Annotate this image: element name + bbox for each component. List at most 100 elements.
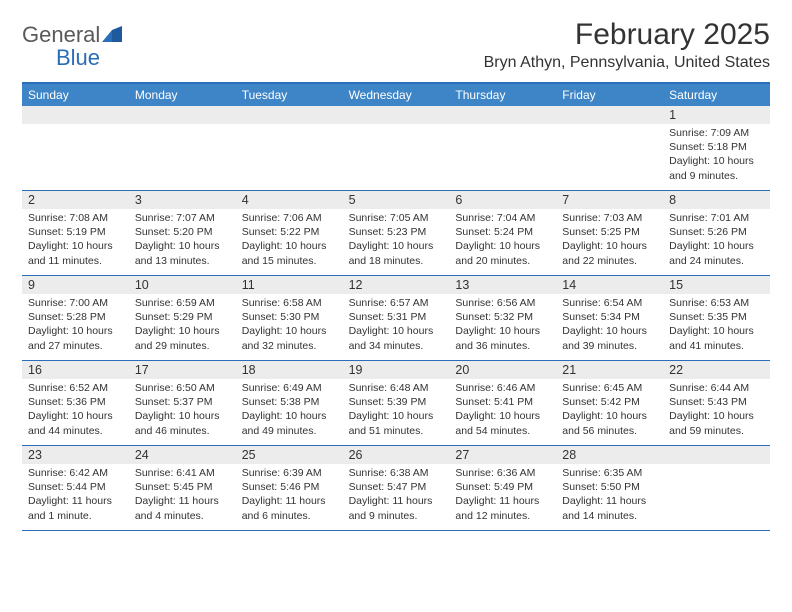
day-body: Sunrise: 7:09 AMSunset: 5:18 PMDaylight:…	[663, 124, 770, 187]
day-number: 20	[449, 361, 556, 379]
day-body: Sunrise: 6:35 AMSunset: 5:50 PMDaylight:…	[556, 464, 663, 527]
day-cell	[236, 106, 343, 190]
day-body: Sunrise: 6:39 AMSunset: 5:46 PMDaylight:…	[236, 464, 343, 527]
day-body: Sunrise: 6:50 AMSunset: 5:37 PMDaylight:…	[129, 379, 236, 442]
day-number	[343, 106, 450, 124]
day-body: Sunrise: 7:06 AMSunset: 5:22 PMDaylight:…	[236, 209, 343, 272]
day-body: Sunrise: 6:49 AMSunset: 5:38 PMDaylight:…	[236, 379, 343, 442]
day-cell: 24Sunrise: 6:41 AMSunset: 5:45 PMDayligh…	[129, 446, 236, 530]
day-number: 17	[129, 361, 236, 379]
header: General Blue February 2025 Bryn Athyn, P…	[22, 18, 770, 72]
day-cell: 21Sunrise: 6:45 AMSunset: 5:42 PMDayligh…	[556, 361, 663, 445]
day-header: Thursday	[449, 84, 556, 106]
day-number: 26	[343, 446, 450, 464]
brand-logo: General Blue	[22, 18, 124, 70]
day-header-row: SundayMondayTuesdayWednesdayThursdayFrid…	[22, 84, 770, 106]
day-number: 7	[556, 191, 663, 209]
day-body: Sunrise: 6:48 AMSunset: 5:39 PMDaylight:…	[343, 379, 450, 442]
day-header: Tuesday	[236, 84, 343, 106]
day-cell: 16Sunrise: 6:52 AMSunset: 5:36 PMDayligh…	[22, 361, 129, 445]
day-number: 22	[663, 361, 770, 379]
day-header: Friday	[556, 84, 663, 106]
week-row: 23Sunrise: 6:42 AMSunset: 5:44 PMDayligh…	[22, 446, 770, 531]
day-cell: 3Sunrise: 7:07 AMSunset: 5:20 PMDaylight…	[129, 191, 236, 275]
day-cell: 15Sunrise: 6:53 AMSunset: 5:35 PMDayligh…	[663, 276, 770, 360]
day-cell: 1Sunrise: 7:09 AMSunset: 5:18 PMDaylight…	[663, 106, 770, 190]
day-number: 16	[22, 361, 129, 379]
day-cell: 10Sunrise: 6:59 AMSunset: 5:29 PMDayligh…	[129, 276, 236, 360]
day-body: Sunrise: 6:59 AMSunset: 5:29 PMDaylight:…	[129, 294, 236, 357]
day-number	[556, 106, 663, 124]
day-cell: 7Sunrise: 7:03 AMSunset: 5:25 PMDaylight…	[556, 191, 663, 275]
day-cell: 12Sunrise: 6:57 AMSunset: 5:31 PMDayligh…	[343, 276, 450, 360]
day-body: Sunrise: 7:01 AMSunset: 5:26 PMDaylight:…	[663, 209, 770, 272]
day-number	[663, 446, 770, 464]
day-body: Sunrise: 6:56 AMSunset: 5:32 PMDaylight:…	[449, 294, 556, 357]
day-cell: 26Sunrise: 6:38 AMSunset: 5:47 PMDayligh…	[343, 446, 450, 530]
day-header: Sunday	[22, 84, 129, 106]
day-number: 6	[449, 191, 556, 209]
day-body: Sunrise: 7:08 AMSunset: 5:19 PMDaylight:…	[22, 209, 129, 272]
brand-word2: Blue	[22, 45, 100, 70]
day-cell: 28Sunrise: 6:35 AMSunset: 5:50 PMDayligh…	[556, 446, 663, 530]
day-header: Saturday	[663, 84, 770, 106]
day-cell: 20Sunrise: 6:46 AMSunset: 5:41 PMDayligh…	[449, 361, 556, 445]
day-body: Sunrise: 6:46 AMSunset: 5:41 PMDaylight:…	[449, 379, 556, 442]
day-number	[22, 106, 129, 124]
day-body: Sunrise: 6:54 AMSunset: 5:34 PMDaylight:…	[556, 294, 663, 357]
day-number: 24	[129, 446, 236, 464]
day-cell: 22Sunrise: 6:44 AMSunset: 5:43 PMDayligh…	[663, 361, 770, 445]
day-cell: 17Sunrise: 6:50 AMSunset: 5:37 PMDayligh…	[129, 361, 236, 445]
day-cell	[556, 106, 663, 190]
day-body: Sunrise: 7:03 AMSunset: 5:25 PMDaylight:…	[556, 209, 663, 272]
day-cell: 27Sunrise: 6:36 AMSunset: 5:49 PMDayligh…	[449, 446, 556, 530]
day-number: 19	[343, 361, 450, 379]
day-number: 12	[343, 276, 450, 294]
day-cell: 23Sunrise: 6:42 AMSunset: 5:44 PMDayligh…	[22, 446, 129, 530]
day-cell: 19Sunrise: 6:48 AMSunset: 5:39 PMDayligh…	[343, 361, 450, 445]
day-body: Sunrise: 6:53 AMSunset: 5:35 PMDaylight:…	[663, 294, 770, 357]
day-body: Sunrise: 7:07 AMSunset: 5:20 PMDaylight:…	[129, 209, 236, 272]
day-number: 28	[556, 446, 663, 464]
day-number	[129, 106, 236, 124]
day-number: 25	[236, 446, 343, 464]
brand-swoosh-icon	[102, 26, 124, 47]
day-number: 4	[236, 191, 343, 209]
day-body: Sunrise: 7:05 AMSunset: 5:23 PMDaylight:…	[343, 209, 450, 272]
week-row: 1Sunrise: 7:09 AMSunset: 5:18 PMDaylight…	[22, 106, 770, 191]
brand-word1: General	[22, 22, 100, 47]
day-body: Sunrise: 6:41 AMSunset: 5:45 PMDaylight:…	[129, 464, 236, 527]
day-body: Sunrise: 6:42 AMSunset: 5:44 PMDaylight:…	[22, 464, 129, 527]
day-cell: 9Sunrise: 7:00 AMSunset: 5:28 PMDaylight…	[22, 276, 129, 360]
day-number: 14	[556, 276, 663, 294]
day-cell: 6Sunrise: 7:04 AMSunset: 5:24 PMDaylight…	[449, 191, 556, 275]
title-block: February 2025 Bryn Athyn, Pennsylvania, …	[484, 18, 770, 72]
day-number	[449, 106, 556, 124]
location-text: Bryn Athyn, Pennsylvania, United States	[484, 54, 770, 72]
day-body: Sunrise: 6:57 AMSunset: 5:31 PMDaylight:…	[343, 294, 450, 357]
day-number: 5	[343, 191, 450, 209]
day-number: 23	[22, 446, 129, 464]
day-number: 9	[22, 276, 129, 294]
day-body: Sunrise: 6:45 AMSunset: 5:42 PMDaylight:…	[556, 379, 663, 442]
weeks-container: 1Sunrise: 7:09 AMSunset: 5:18 PMDaylight…	[22, 106, 770, 531]
week-row: 2Sunrise: 7:08 AMSunset: 5:19 PMDaylight…	[22, 191, 770, 276]
day-header: Wednesday	[343, 84, 450, 106]
day-body: Sunrise: 6:58 AMSunset: 5:30 PMDaylight:…	[236, 294, 343, 357]
day-number: 2	[22, 191, 129, 209]
day-body: Sunrise: 6:52 AMSunset: 5:36 PMDaylight:…	[22, 379, 129, 442]
day-cell: 18Sunrise: 6:49 AMSunset: 5:38 PMDayligh…	[236, 361, 343, 445]
day-cell	[129, 106, 236, 190]
day-number: 3	[129, 191, 236, 209]
day-number: 15	[663, 276, 770, 294]
day-cell: 8Sunrise: 7:01 AMSunset: 5:26 PMDaylight…	[663, 191, 770, 275]
day-cell	[343, 106, 450, 190]
day-body: Sunrise: 6:44 AMSunset: 5:43 PMDaylight:…	[663, 379, 770, 442]
day-cell	[663, 446, 770, 530]
day-cell: 14Sunrise: 6:54 AMSunset: 5:34 PMDayligh…	[556, 276, 663, 360]
day-body: Sunrise: 7:04 AMSunset: 5:24 PMDaylight:…	[449, 209, 556, 272]
day-body: Sunrise: 6:36 AMSunset: 5:49 PMDaylight:…	[449, 464, 556, 527]
day-cell: 11Sunrise: 6:58 AMSunset: 5:30 PMDayligh…	[236, 276, 343, 360]
day-cell: 5Sunrise: 7:05 AMSunset: 5:23 PMDaylight…	[343, 191, 450, 275]
day-number: 13	[449, 276, 556, 294]
